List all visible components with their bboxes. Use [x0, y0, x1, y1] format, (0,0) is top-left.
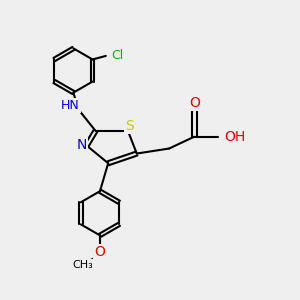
Text: CH₃: CH₃	[73, 260, 93, 270]
Text: Cl: Cl	[111, 49, 123, 62]
Text: OH: OH	[224, 130, 245, 144]
Text: S: S	[125, 118, 134, 133]
Text: HN: HN	[61, 99, 80, 112]
Text: O: O	[189, 96, 200, 110]
Text: O: O	[94, 245, 105, 260]
Text: N: N	[76, 138, 87, 152]
